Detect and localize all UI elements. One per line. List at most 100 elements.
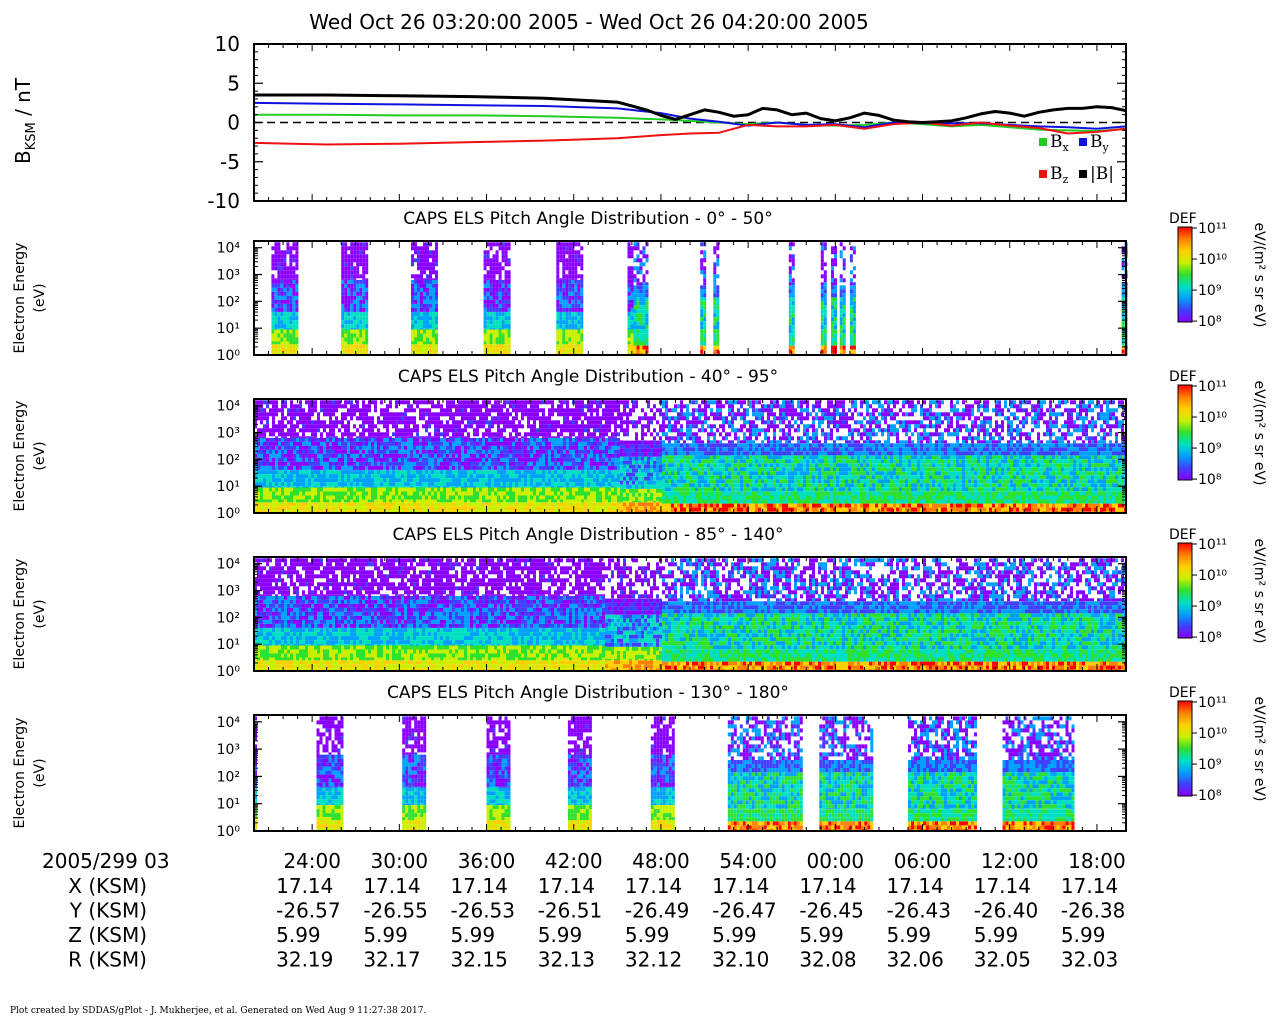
series-line-bz <box>253 121 1127 146</box>
time-tick-label: 18:00 <box>1068 849 1126 873</box>
y-tick-label: 10² <box>217 610 240 626</box>
colorbar-label: DEF <box>1169 527 1197 543</box>
colorbar-tick-label: 10¹⁰ <box>1198 726 1227 742</box>
colorbar-tick-label: 10⁸ <box>1198 630 1222 646</box>
y-axis-label: Electron Energy <box>12 243 28 354</box>
colorbar <box>1177 226 1193 323</box>
y-tick-label: 10² <box>217 769 240 785</box>
ephemeris-row-label: R (KSM) <box>68 948 147 972</box>
legend-swatch <box>1039 138 1047 146</box>
time-tick-label: 54:00 <box>719 849 777 873</box>
ephemeris-value: -26.57 <box>276 899 340 923</box>
colorbar-unit: eV/(m² s sr eV) <box>1251 539 1267 644</box>
legend-swatch <box>1039 170 1047 178</box>
ephemeris-value: -26.43 <box>887 899 951 923</box>
y-tick-label: 10¹ <box>217 479 240 495</box>
spectrogram-title: CAPS ELS Pitch Angle Distribution - 85° … <box>392 525 783 545</box>
mag-y-label: BKSM / nT <box>11 77 39 164</box>
y-tick-label: 10³ <box>217 742 240 758</box>
legend-swatch <box>1079 138 1087 146</box>
time-tick-label: 48:00 <box>632 849 690 873</box>
y-tick-label: 10² <box>217 452 240 468</box>
ephemeris-value: 17.14 <box>974 874 1031 898</box>
ephemeris-value: 5.99 <box>276 923 321 947</box>
y-tick-label: 10⁰ <box>217 824 241 840</box>
ephemeris-value: 17.14 <box>625 874 682 898</box>
ephemeris-value: 32.13 <box>538 948 595 972</box>
ephemeris-value: 5.99 <box>799 923 844 947</box>
y-tick-label: 10⁴ <box>217 241 241 257</box>
colorbar-unit: eV/(m² s sr eV) <box>1251 223 1267 328</box>
ephemeris-value: -26.47 <box>712 899 776 923</box>
ephemeris-value: -26.53 <box>451 899 515 923</box>
y-tick-label: 10³ <box>217 426 240 442</box>
colorbar-tick-label: 10¹¹ <box>1198 379 1227 395</box>
ephemeris-value: 5.99 <box>1061 923 1106 947</box>
colorbar-tick-label: 10⁹ <box>1198 283 1222 299</box>
plot-title: Wed Oct 26 03:20:00 2005 - Wed Oct 26 04… <box>309 10 869 34</box>
ephemeris-value: 5.99 <box>538 923 583 947</box>
y-axis-unit: (eV) <box>32 283 48 312</box>
y-axis-label: Electron Energy <box>12 718 28 829</box>
colorbar-label: DEF <box>1169 369 1197 385</box>
ephemeris-value: 17.14 <box>451 874 508 898</box>
time-tick-label: 36:00 <box>458 849 516 873</box>
ephemeris-value: 32.19 <box>276 948 333 972</box>
ephemeris-value: 5.99 <box>363 923 408 947</box>
time-tick-label: 42:00 <box>545 849 603 873</box>
spectrogram-frame <box>253 240 1127 356</box>
y-tick-label: 10³ <box>217 584 240 600</box>
ephemeris-value: 32.15 <box>451 948 508 972</box>
legend-label: By <box>1090 132 1110 154</box>
time-tick-label: 06:00 <box>894 849 952 873</box>
y-axis-label: Electron Energy <box>12 401 28 512</box>
spectrogram-title: CAPS ELS Pitch Angle Distribution - 40° … <box>398 367 778 387</box>
y-tick-label: 10⁴ <box>217 399 241 415</box>
spectrogram-1 <box>271 242 1128 355</box>
colorbar-label: DEF <box>1169 685 1197 701</box>
colorbar-tick-label: 10⁹ <box>1198 757 1222 773</box>
ephemeris-value: 32.05 <box>974 948 1031 972</box>
ephemeris-value: 5.99 <box>451 923 496 947</box>
y-axis-label: Electron Energy <box>12 559 28 670</box>
colorbar-tick-label: 10¹⁰ <box>1198 410 1227 426</box>
ephemeris-value: 17.14 <box>887 874 944 898</box>
y-tick-label: 10⁰ <box>217 348 241 364</box>
spectrogram-frame <box>253 714 1127 832</box>
colorbar-tick-label: 10¹⁰ <box>1198 568 1227 584</box>
time-axis-header: 2005/299 03 <box>42 849 170 873</box>
ephemeris-value: 32.03 <box>1061 948 1118 972</box>
colorbar-tick-label: 10¹¹ <box>1198 537 1227 553</box>
legend-label: Bz <box>1050 164 1069 186</box>
colorbar-label: DEF <box>1169 211 1197 227</box>
y-tick-label: 10³ <box>217 268 240 284</box>
legend-label: Bx <box>1050 132 1070 154</box>
y-axis-unit: (eV) <box>32 758 48 787</box>
colorbar-tick-label: 10⁸ <box>1198 788 1222 804</box>
ephemeris-value: 17.14 <box>1061 874 1118 898</box>
time-tick-label: 00:00 <box>807 849 865 873</box>
ephemeris-value: 32.12 <box>625 948 682 972</box>
ephemeris-value: -26.40 <box>974 899 1038 923</box>
y-tick-label: 5 <box>227 71 240 95</box>
ephemeris-value: 17.14 <box>799 874 856 898</box>
ephemeris-value: -26.38 <box>1061 899 1125 923</box>
ephemeris-value: 17.14 <box>276 874 333 898</box>
colorbar-unit: eV/(m² s sr eV) <box>1251 697 1267 802</box>
y-tick-label: 10⁴ <box>217 557 241 573</box>
spectrogram-3 <box>254 558 1127 671</box>
y-tick-label: 10⁰ <box>217 506 241 522</box>
series-line-bmag <box>254 93 1127 124</box>
ephemeris-value: 17.14 <box>538 874 595 898</box>
ephemeris-value: 17.14 <box>363 874 420 898</box>
ephemeris-value: -26.49 <box>625 899 689 923</box>
colorbar-tick-label: 10¹¹ <box>1198 695 1227 711</box>
ephemeris-row-label: Z (KSM) <box>68 923 147 947</box>
y-axis-unit: (eV) <box>32 599 48 628</box>
footer-credit: Plot created by SDDAS/gPlot - J. Mukherj… <box>10 1006 426 1016</box>
ephemeris-value: -26.51 <box>538 899 602 923</box>
ephemeris-value: 32.17 <box>363 948 420 972</box>
y-tick-label: 10¹ <box>217 637 240 653</box>
colorbar-tick-label: 10¹⁰ <box>1198 252 1227 268</box>
colorbar-unit: eV/(m² s sr eV) <box>1251 381 1267 486</box>
